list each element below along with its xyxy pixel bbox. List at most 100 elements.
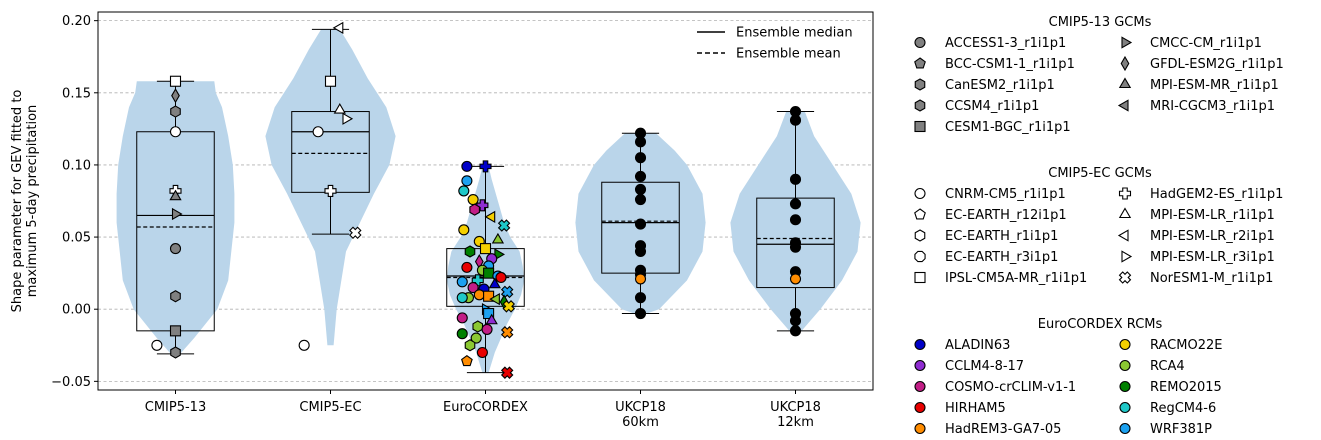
legend-marker — [914, 250, 926, 263]
legend-marker — [1119, 401, 1131, 414]
legend-marker — [914, 187, 926, 200]
legend-marker-label: CCSM4_r1i1p1 — [945, 99, 1039, 114]
box-plots — [136, 28, 835, 374]
legend-marker-label: REMO2015 — [1150, 380, 1222, 395]
data-point — [634, 307, 647, 320]
data-point — [483, 290, 495, 302]
y-axis-label: Shape parameter for GEV fitted to — [10, 90, 25, 313]
legend-marker-label: RCA4 — [1150, 359, 1185, 374]
data-point — [458, 185, 470, 197]
data-point — [634, 170, 647, 183]
data-point — [634, 194, 647, 206]
y-tick-label: 0.20 — [62, 14, 91, 29]
legend-line-label: Ensemble median — [736, 26, 853, 41]
data-point — [495, 271, 507, 284]
legend-marker-label: EC-EARTH_r1i1p1 — [945, 229, 1058, 244]
data-point — [473, 289, 485, 301]
data-point — [456, 292, 468, 304]
legend-section-title: EuroCORDEX RCMs — [1038, 317, 1163, 332]
data-point — [476, 199, 489, 212]
legend-marker-label: CCLM4-8-17 — [945, 359, 1024, 374]
x-tick-label: 60km — [622, 415, 659, 430]
data-point — [332, 21, 344, 35]
data-point — [500, 366, 514, 379]
data-points — [151, 21, 802, 379]
legend-marker-label: HadREM3-GA7-05 — [945, 422, 1061, 437]
legend-marker — [914, 120, 926, 133]
data-point — [349, 226, 362, 239]
marker-legend: CMIP5-13 GCMs ACCESS1-3_r1i1p1 CMCC-CM_r1i… — [914, 15, 1284, 437]
legend-line-label: Ensemble mean — [736, 47, 841, 62]
data-point — [483, 307, 495, 320]
legend-marker — [1118, 187, 1132, 200]
legend-marker — [1117, 229, 1129, 242]
legend-marker — [1119, 380, 1131, 393]
data-point — [456, 312, 468, 324]
legend-marker-label: WRF381P — [1150, 422, 1212, 437]
legend-marker — [914, 271, 926, 284]
legend-marker — [1119, 422, 1131, 435]
data-point — [458, 224, 470, 236]
x-tick-label: UKCP18 — [615, 400, 666, 415]
legend-marker — [914, 359, 926, 372]
legend-marker — [1118, 77, 1132, 89]
data-point — [464, 339, 476, 352]
legend-section-title: CMIP5-EC GCMs — [1048, 166, 1152, 181]
data-point — [467, 282, 479, 294]
legend-marker — [914, 380, 926, 393]
legend-marker — [1120, 55, 1130, 72]
data-point — [634, 183, 647, 196]
data-point — [481, 323, 493, 335]
data-point — [456, 276, 468, 288]
data-point — [169, 75, 182, 87]
data-point — [469, 203, 480, 216]
data-point — [324, 184, 337, 197]
y-tick-label: 0.00 — [62, 303, 91, 318]
data-point — [476, 346, 488, 359]
y-tick-label: −0.05 — [51, 375, 91, 390]
data-point — [634, 218, 647, 230]
data-point — [789, 173, 802, 185]
data-point — [324, 75, 337, 87]
data-point — [461, 160, 473, 172]
data-point — [789, 198, 802, 210]
legend-marker — [914, 422, 926, 435]
data-point — [483, 267, 495, 279]
legend-marker-label: COSMO-crCLIM-v1-1 — [945, 380, 1076, 395]
legend-marker — [914, 208, 926, 220]
data-point — [461, 261, 473, 273]
x-tick-label: CMIP5-13 — [145, 400, 206, 415]
data-point — [484, 210, 496, 224]
legend-marker — [1118, 271, 1132, 284]
legend-marker — [914, 57, 926, 69]
x-tick-label: UKCP18 — [770, 400, 821, 415]
legend-marker-label: CNRM-CM5_r1i1p1 — [945, 187, 1066, 202]
data-point — [342, 112, 354, 125]
data-point — [634, 273, 647, 285]
legend-marker-label: EC-EARTH_r12i1p1 — [945, 208, 1067, 223]
data-point — [634, 245, 647, 258]
legend-marker — [1118, 207, 1132, 219]
legend-marker-label: CESM1-BGC_r1i1p1 — [945, 120, 1071, 135]
data-point — [634, 152, 647, 164]
axes: −0.05 0.00 0.05 0.10 0.15 0.20 CMIP5-13 CMIP5-E… — [10, 11, 874, 430]
y-tick-label: 0.05 — [62, 231, 91, 246]
data-point — [479, 160, 492, 173]
data-point — [485, 313, 498, 325]
data-point — [170, 290, 181, 303]
legend-marker — [914, 78, 926, 91]
data-point — [461, 175, 473, 187]
data-point — [464, 245, 476, 258]
data-point — [170, 346, 181, 359]
legend-marker-label: RACMO22E — [1150, 338, 1222, 353]
legend-marker-label: HadGEM2-ES_r1i1p1 — [1150, 187, 1283, 202]
data-point — [491, 232, 505, 244]
y-tick-label: 0.10 — [62, 158, 91, 173]
data-point — [461, 354, 473, 367]
data-point — [789, 273, 802, 285]
legend-marker — [914, 99, 926, 112]
data-point — [497, 219, 511, 232]
data-point — [312, 126, 324, 138]
line-legend: Ensemble median Ensemble mean — [697, 26, 853, 62]
